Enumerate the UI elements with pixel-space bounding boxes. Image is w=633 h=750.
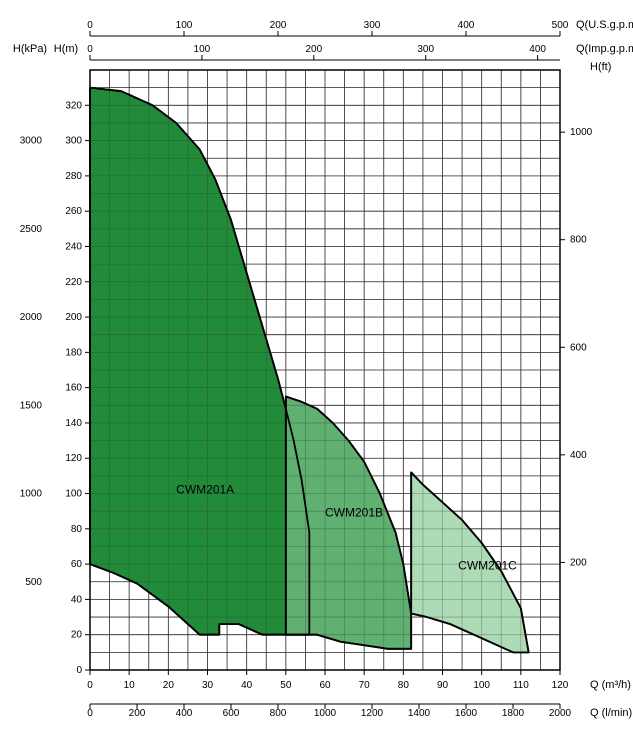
svg-text:0: 0 <box>87 20 93 31</box>
svg-text:2000: 2000 <box>549 708 572 719</box>
svg-text:400: 400 <box>176 708 193 719</box>
svg-text:50: 50 <box>280 680 292 691</box>
svg-text:500: 500 <box>25 577 42 588</box>
svg-text:2000: 2000 <box>20 312 43 323</box>
svg-text:320: 320 <box>65 100 82 111</box>
svg-text:30: 30 <box>202 680 214 691</box>
svg-text:70: 70 <box>359 680 371 691</box>
svg-text:280: 280 <box>65 171 82 182</box>
svg-text:40: 40 <box>241 680 253 691</box>
x-axis-label-usgpm: Q(U.S.g.p.m.) <box>576 19 633 31</box>
svg-text:600: 600 <box>570 342 587 353</box>
svg-text:800: 800 <box>570 235 587 246</box>
svg-text:140: 140 <box>65 418 82 429</box>
svg-text:120: 120 <box>65 453 82 464</box>
svg-text:1800: 1800 <box>502 708 525 719</box>
svg-text:500: 500 <box>552 20 569 31</box>
svg-text:0: 0 <box>76 665 82 676</box>
x-axis-label-m3h: Q (m³/h) <box>590 679 631 691</box>
svg-text:200: 200 <box>270 20 287 31</box>
svg-text:240: 240 <box>65 241 82 252</box>
svg-text:300: 300 <box>65 136 82 147</box>
svg-text:100: 100 <box>176 20 193 31</box>
svg-text:100: 100 <box>473 680 490 691</box>
svg-text:80: 80 <box>71 524 83 535</box>
svg-text:400: 400 <box>529 44 546 55</box>
svg-text:1500: 1500 <box>20 400 43 411</box>
svg-text:400: 400 <box>458 20 475 31</box>
svg-text:20: 20 <box>71 630 83 641</box>
svg-text:200: 200 <box>570 557 587 568</box>
svg-text:1600: 1600 <box>455 708 478 719</box>
svg-text:120: 120 <box>552 680 569 691</box>
svg-text:260: 260 <box>65 206 82 217</box>
svg-text:2500: 2500 <box>20 224 43 235</box>
svg-text:1400: 1400 <box>408 708 431 719</box>
svg-text:20: 20 <box>163 680 175 691</box>
svg-text:400: 400 <box>570 450 587 461</box>
svg-text:1000: 1000 <box>314 708 337 719</box>
svg-text:0: 0 <box>87 680 93 691</box>
svg-text:60: 60 <box>319 680 331 691</box>
svg-text:300: 300 <box>364 20 381 31</box>
svg-text:180: 180 <box>65 347 82 358</box>
svg-text:90: 90 <box>437 680 449 691</box>
x-axis-label-lmin: Q (l/min) <box>590 707 632 719</box>
y-axis-label-hkpa: H(kPa) <box>13 43 47 55</box>
svg-text:1000: 1000 <box>20 489 43 500</box>
region-label-cwm201a: CWM201A <box>176 483 234 497</box>
svg-text:10: 10 <box>124 680 136 691</box>
svg-text:1200: 1200 <box>361 708 384 719</box>
svg-text:60: 60 <box>71 559 83 570</box>
svg-text:600: 600 <box>223 708 240 719</box>
svg-text:0: 0 <box>87 44 93 55</box>
svg-text:100: 100 <box>65 489 82 500</box>
svg-text:3000: 3000 <box>20 136 43 147</box>
svg-text:40: 40 <box>71 594 83 605</box>
y-axis-label-hft: H(ft) <box>590 61 611 73</box>
svg-text:200: 200 <box>129 708 146 719</box>
svg-text:200: 200 <box>305 44 322 55</box>
svg-text:100: 100 <box>194 44 211 55</box>
svg-text:80: 80 <box>398 680 410 691</box>
svg-text:200: 200 <box>65 312 82 323</box>
x-axis-label-impgpm: Q(Imp.g.p.m.) <box>576 43 633 55</box>
svg-text:110: 110 <box>513 680 529 691</box>
region-label-cwm201c: CWM201C <box>458 558 517 572</box>
svg-text:160: 160 <box>65 383 82 394</box>
svg-text:800: 800 <box>270 708 287 719</box>
svg-text:220: 220 <box>65 277 82 288</box>
region-label-cwm201b: CWM201B <box>325 505 383 519</box>
svg-text:300: 300 <box>417 44 434 55</box>
svg-text:1000: 1000 <box>570 127 593 138</box>
y-axis-label-hm: H(m) <box>54 43 78 55</box>
svg-text:0: 0 <box>87 708 93 719</box>
pump-curve-chart: CWM201A CWM201B CWM201C 0 10 20 30 40 50 60 70 80 90… <box>0 0 633 750</box>
